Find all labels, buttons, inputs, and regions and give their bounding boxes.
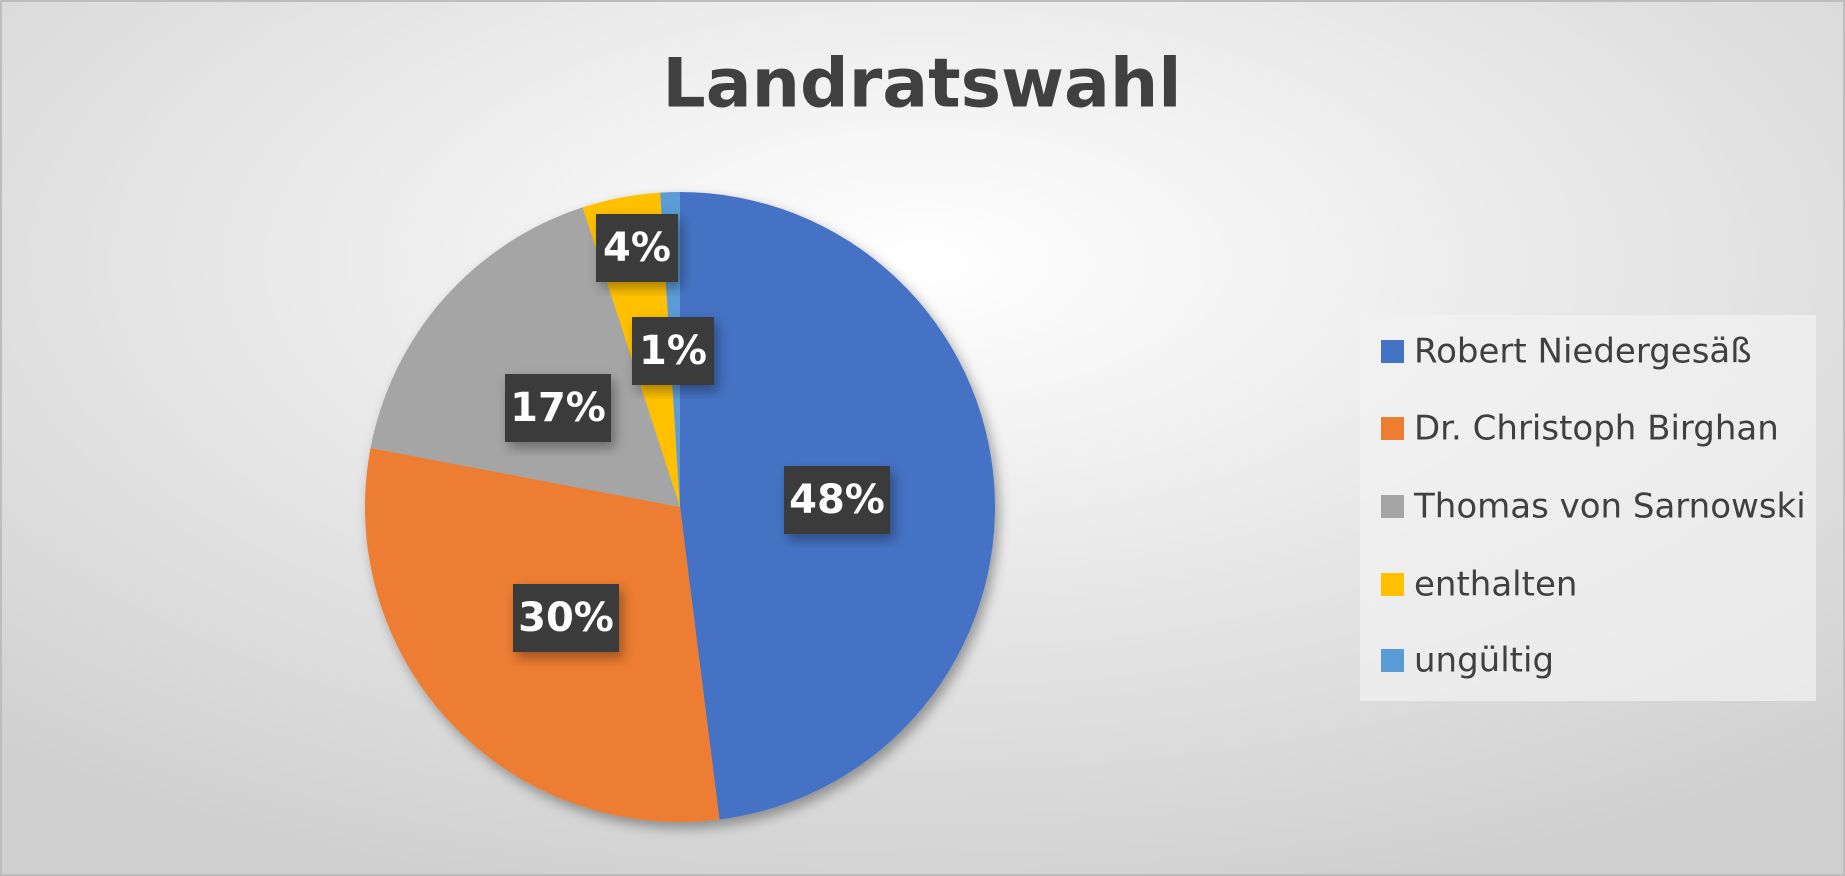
legend-box	[1360, 315, 1816, 701]
data-label-box	[505, 374, 611, 442]
legend-swatch	[1381, 340, 1404, 363]
pie	[364, 192, 996, 823]
legend-swatch	[1381, 495, 1404, 518]
chart-title: Landratswahl	[662, 45, 1181, 124]
legend-label: Robert Niedergesäß	[1414, 332, 1752, 372]
data-label-box	[784, 466, 890, 534]
legend-label: ungültig	[1414, 641, 1554, 681]
legend-swatch	[1381, 649, 1404, 672]
legend-label: Dr. Christoph Birghan	[1414, 409, 1779, 449]
legend-label: Thomas von Sarnowski	[1413, 487, 1806, 527]
data-label: 1%	[639, 328, 707, 374]
data-label: 17%	[510, 385, 606, 431]
data-label: 30%	[518, 595, 614, 641]
data-label: 4%	[603, 225, 671, 271]
data-label-box	[632, 317, 714, 385]
legend-swatch	[1381, 417, 1404, 440]
data-label-box	[513, 584, 619, 652]
legend-swatch	[1381, 573, 1404, 596]
data-label: 48%	[789, 477, 885, 523]
legend-label: enthalten	[1414, 565, 1577, 605]
data-label-box	[596, 214, 678, 282]
